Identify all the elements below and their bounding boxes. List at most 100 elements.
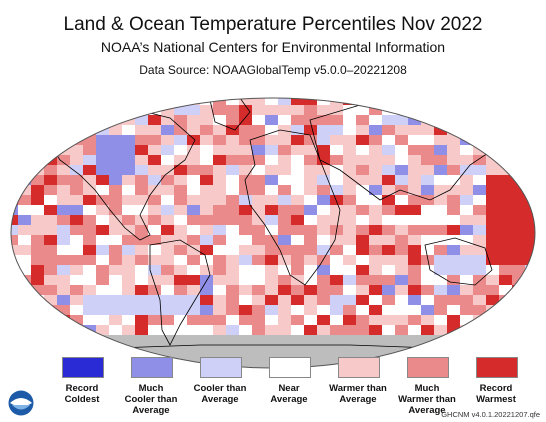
grid-cell bbox=[213, 285, 226, 295]
grid-cell bbox=[265, 275, 278, 285]
grid-cell bbox=[525, 215, 535, 225]
grid-cell bbox=[408, 215, 421, 225]
grid-cell bbox=[148, 305, 161, 315]
grid-cell bbox=[44, 295, 57, 305]
grid-cell bbox=[239, 305, 252, 315]
grid-cell bbox=[252, 225, 265, 235]
grid-cell bbox=[317, 215, 330, 225]
grid-cell bbox=[447, 155, 460, 165]
grid-cell bbox=[278, 305, 291, 315]
grid-cell bbox=[226, 225, 239, 235]
grid-cell bbox=[109, 255, 122, 265]
grid-cell bbox=[109, 185, 122, 195]
grid-cell bbox=[239, 355, 252, 365]
grid-cell bbox=[265, 255, 278, 265]
grid-cell bbox=[330, 235, 343, 245]
grid-cell bbox=[473, 345, 486, 355]
grid-cell bbox=[421, 315, 434, 325]
grid-cell bbox=[421, 285, 434, 295]
grid-cell bbox=[57, 115, 70, 125]
grid-cell bbox=[499, 305, 512, 315]
grid-cell bbox=[161, 175, 174, 185]
grid-cell bbox=[18, 335, 31, 345]
grid-cell bbox=[265, 325, 278, 335]
grid-cell bbox=[161, 205, 174, 215]
grid-cell bbox=[434, 275, 447, 285]
grid-cell bbox=[252, 98, 265, 105]
grid-cell bbox=[252, 195, 265, 205]
grid-cell bbox=[512, 165, 525, 175]
grid-cell bbox=[278, 145, 291, 155]
grid-cell bbox=[395, 105, 408, 115]
grid-cell bbox=[96, 335, 109, 345]
grid-cell bbox=[70, 245, 83, 255]
grid-cell bbox=[213, 275, 226, 285]
grid-cell bbox=[317, 285, 330, 295]
grid-cell bbox=[44, 235, 57, 245]
grid-cell bbox=[252, 345, 265, 355]
grid-cell bbox=[291, 145, 304, 155]
grid-cell bbox=[18, 115, 31, 125]
grid-cell bbox=[304, 295, 317, 305]
grid-cell bbox=[369, 345, 382, 355]
grid-cell bbox=[486, 215, 499, 225]
grid-cell bbox=[96, 305, 109, 315]
grid-cell bbox=[31, 195, 44, 205]
grid-cell bbox=[434, 355, 447, 365]
grid-cell bbox=[11, 315, 18, 325]
grid-cell bbox=[161, 105, 174, 115]
grid-cell bbox=[44, 125, 57, 135]
grid-cell bbox=[109, 205, 122, 215]
grid-cell bbox=[447, 245, 460, 255]
grid-cell bbox=[317, 165, 330, 175]
data-source: Data Source: NOAAGlobalTemp v5.0.0–20221… bbox=[139, 63, 407, 77]
grid-cell bbox=[395, 295, 408, 305]
grid-cell bbox=[304, 335, 317, 345]
grid-cell bbox=[278, 135, 291, 145]
grid-cell bbox=[11, 165, 18, 175]
grid-cell bbox=[382, 235, 395, 245]
grid-cell bbox=[239, 335, 252, 345]
grid-cell bbox=[473, 235, 486, 245]
grid-cell bbox=[252, 125, 265, 135]
grid-cell bbox=[369, 285, 382, 295]
grid-cell bbox=[57, 315, 70, 325]
grid-cell bbox=[200, 335, 213, 345]
grid-cell bbox=[44, 315, 57, 325]
grid-cell bbox=[291, 185, 304, 195]
grid-cell bbox=[447, 355, 460, 365]
grid-cell bbox=[44, 105, 57, 115]
grid-cell bbox=[187, 365, 200, 368]
grid-cell bbox=[148, 175, 161, 185]
grid-cell bbox=[395, 175, 408, 185]
grid-cell bbox=[408, 355, 421, 365]
grid-cell bbox=[200, 285, 213, 295]
grid-cell bbox=[174, 255, 187, 265]
grid-cell bbox=[538, 365, 546, 375]
grid-cell bbox=[161, 185, 174, 195]
grid-cell bbox=[174, 98, 187, 105]
grid-cell bbox=[291, 325, 304, 335]
grid-cell bbox=[317, 325, 330, 335]
grid-cell bbox=[31, 175, 44, 185]
grid-cell bbox=[356, 345, 369, 355]
grid-cell bbox=[525, 235, 535, 245]
grid-cell bbox=[395, 305, 408, 315]
grid-cell bbox=[447, 285, 460, 295]
grid-cell bbox=[200, 265, 213, 275]
grid-cell bbox=[447, 295, 460, 305]
grid-cell bbox=[18, 125, 31, 135]
grid-cell bbox=[174, 365, 187, 368]
grid-cell bbox=[369, 335, 382, 345]
grid-cell bbox=[200, 135, 213, 145]
grid-cell bbox=[265, 175, 278, 185]
grid-cell bbox=[31, 305, 44, 315]
grid-cell bbox=[11, 245, 18, 255]
grid-cell bbox=[252, 365, 265, 368]
grid-cell bbox=[226, 355, 239, 365]
grid-cell bbox=[122, 295, 135, 305]
grid-cell bbox=[395, 155, 408, 165]
grid-cell bbox=[44, 215, 57, 225]
grid-cell bbox=[356, 315, 369, 325]
grid-cell bbox=[473, 135, 486, 145]
